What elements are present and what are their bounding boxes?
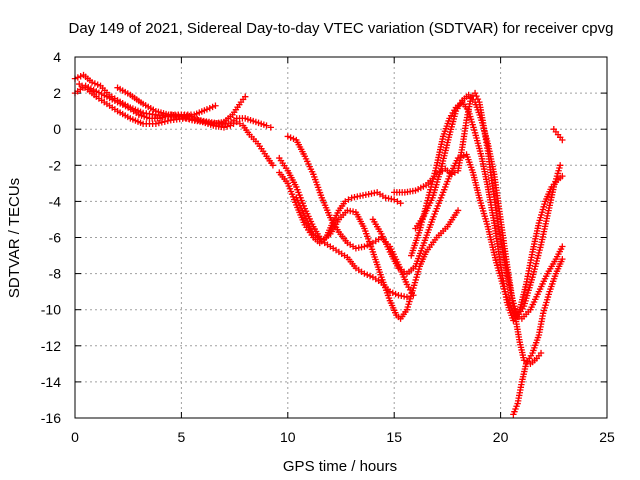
data-point: [290, 135, 297, 143]
plot-frame: [74, 56, 608, 419]
data-point: [473, 92, 480, 100]
y-tick-label: -8: [49, 266, 62, 282]
y-tick-label: -14: [41, 374, 61, 390]
y-tick-label: -6: [49, 230, 62, 246]
series-track-13: [510, 255, 566, 418]
x-axis-title: GPS time / hours: [283, 458, 397, 475]
y-tick-label: 4: [53, 49, 61, 65]
data-point: [397, 200, 404, 207]
data-point: [155, 119, 163, 127]
series-track-12: [408, 98, 566, 324]
data-point: [209, 103, 216, 111]
data-point: [74, 74, 82, 81]
grid: [74, 56, 608, 419]
chart-title: Day 149 of 2021, Sidereal Day-to-day VTE…: [69, 20, 614, 37]
series-track-5: [276, 169, 404, 247]
data-point: [454, 207, 462, 214]
x-tick-label: 5: [178, 429, 186, 445]
data-point: [158, 119, 166, 126]
data-point: [559, 243, 566, 250]
data-point: [223, 123, 231, 130]
data-point: [88, 79, 96, 86]
data-point: [94, 81, 101, 88]
x-tick-label: 25: [599, 429, 615, 445]
data-point: [361, 270, 368, 277]
data-point: [284, 133, 291, 140]
data-point: [556, 162, 564, 169]
y-tick-label: 2: [53, 85, 61, 101]
data-point: [287, 134, 294, 141]
data-point: [471, 89, 479, 97]
data-point: [364, 271, 371, 279]
data-point: [91, 80, 99, 87]
series-track-7: [276, 154, 411, 301]
y-tick-label: -12: [41, 338, 61, 354]
data-point: [212, 102, 219, 109]
x-tick-label: 15: [386, 429, 402, 445]
y-tick-label: 0: [53, 121, 61, 137]
data-point: [152, 120, 160, 127]
series-track-4: [114, 84, 277, 169]
y-tick-label: -10: [41, 302, 61, 318]
data-point: [220, 124, 228, 131]
x-tick-label: 10: [280, 429, 296, 445]
y-tick-label: -4: [49, 193, 62, 209]
data-point: [267, 124, 274, 131]
series-track-14: [550, 126, 566, 144]
series-track-6: [284, 133, 417, 299]
data-point: [269, 162, 277, 169]
data-point: [559, 172, 566, 180]
series-track-11: [412, 91, 545, 368]
y-axis-title: SDTVAR / TECUs: [6, 178, 23, 298]
data-point: [263, 122, 270, 129]
y-tick-label: -16: [41, 410, 61, 426]
series-track-3: [71, 82, 249, 127]
data-point: [389, 289, 396, 297]
data-point: [364, 242, 371, 249]
data-point: [361, 243, 368, 250]
data-point: [392, 290, 399, 298]
data-point: [206, 104, 213, 112]
x-tick-label: 0: [71, 429, 79, 445]
data-point: [386, 288, 394, 295]
data-point: [537, 349, 545, 357]
x-tick-label: 20: [493, 429, 509, 445]
data-point: [366, 272, 374, 280]
data-point: [242, 93, 249, 100]
series-track-8: [293, 194, 462, 322]
data-point: [559, 255, 566, 263]
data-point: [559, 136, 566, 144]
data-marks: [71, 71, 566, 418]
y-tick-label: -2: [49, 157, 62, 173]
data-point: [203, 106, 211, 113]
